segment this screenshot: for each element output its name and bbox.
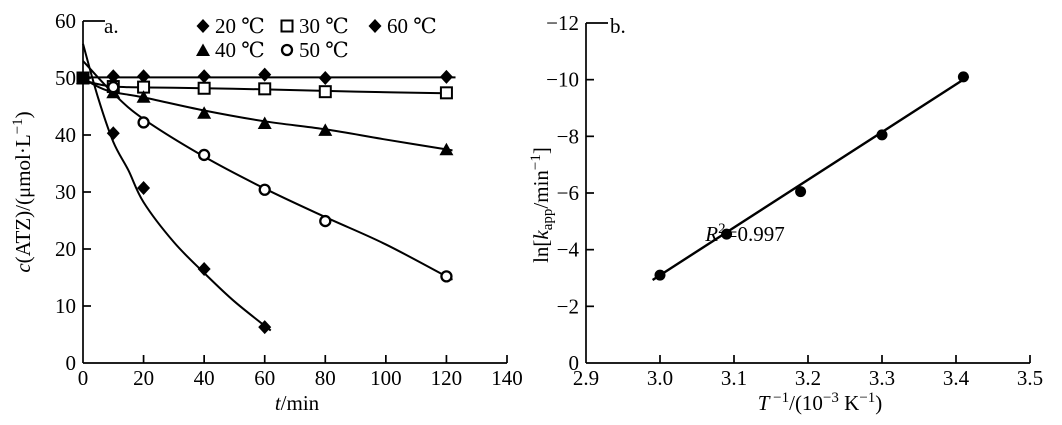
data-point-marker [795,186,807,198]
data-point-marker [439,69,453,84]
x-tick-label: 20 [133,366,154,390]
panel-a-tick-labels: 0 10 20 30 40 50 60 0 20 40 60 80 100 120 140 [55,9,523,390]
legend-label: 30 ℃ [299,14,349,38]
legend-marker-square-open-icon [280,19,294,33]
legend-item-60c: 60 ℃ [368,14,437,38]
legend-item-50c: 50 ℃ [280,38,349,62]
data-point-marker [258,320,272,335]
y-axis-label: ln[kapp/min−1] [528,147,556,263]
y-tick-label: −2 [557,294,579,318]
data-point-marker [318,123,333,136]
y-tick-label: −6 [557,181,579,205]
panel-b-axes [585,22,1031,364]
y-tick-label: −10 [546,68,579,92]
data-point-marker [106,69,120,84]
data-point-marker [439,142,454,156]
data-point-marker [197,261,211,276]
y-tick-label: −8 [557,124,579,148]
data-point-marker [107,80,120,94]
y-tick-label: −4 [557,238,580,262]
x-tick-label: 3.2 [795,366,821,390]
y-tick-label: 50 [55,66,76,90]
data-point-marker [197,81,211,95]
x-tick-label: 0 [78,366,89,390]
data-point-marker [721,228,733,240]
x-tick-label: 80 [315,366,336,390]
fit-curve-60c [82,43,272,332]
panel-a-axes [82,20,508,364]
legend-marker-triangle-filled-icon [196,43,210,56]
data-point-marker [197,106,212,119]
y-tick-label: 60 [55,9,76,33]
data-point-marker [137,116,150,129]
y-tick-label: 20 [55,237,76,261]
y-tick-label: 30 [55,180,76,204]
data-point-marker [319,214,332,228]
panel-b-tick-labels: 0 −2 −4 −6 −8 −10 −12 2.9 3.0 3.1 3.2 3.3 3.4 3.5 [546,11,1043,390]
x-tick-label: 100 [370,366,402,390]
data-point-marker [197,148,211,162]
fit-line [651,75,970,281]
legend-item-40c: 40 ℃ [196,38,265,62]
legend-marker-diamond-filled-icon [368,19,382,33]
x-tick-label: 3.0 [647,366,673,390]
x-tick-label: 120 [431,366,463,390]
y-axis-label: c(ATZ)/(μmol·L−1) [10,111,35,272]
x-tick-label: 40 [194,366,215,390]
data-point-marker [318,85,332,99]
data-point-marker [258,82,272,96]
data-point-marker [137,69,151,84]
data-point-marker [106,126,120,141]
y-tick-label: 0 [66,351,77,375]
fit-curve-50c [82,60,453,281]
x-tick-label: 3.1 [721,366,747,390]
x-tick-label: 3.4 [943,366,970,390]
data-point-marker [257,116,272,130]
series-arrhenius [654,71,969,281]
x-axis-label: T −1/(10−3 K−1) [758,390,883,415]
legend: 20 ℃ 30 ℃ 60 ℃ 40 ℃ 50 ℃ [196,14,437,62]
legend-marker-diamond-filled-icon [196,19,210,33]
data-point-marker [439,86,453,100]
series-60c [76,71,272,335]
data-point-marker [136,90,151,103]
y-tick-label: 10 [55,294,76,318]
x-axis-label: t/min [275,391,320,415]
data-point-marker [258,183,271,196]
y-tick-label: 0 [569,351,580,375]
data-point-marker [76,71,90,85]
data-point-marker [876,129,888,141]
x-tick-label: 60 [254,366,275,390]
legend-item-20c: 20 ℃ [196,14,265,38]
legend-item-30c: 30 ℃ [280,14,349,38]
data-point-marker [318,71,332,85]
y-tick-label: 40 [55,123,76,147]
data-point-marker [137,181,151,196]
data-point-marker [197,69,211,84]
data-point-marker [258,67,272,82]
x-tick-label: 3.5 [1017,366,1043,390]
legend-label: 40 ℃ [215,38,265,62]
x-tick-label: 140 [491,366,523,390]
panel-label-b: b. [610,14,626,38]
y-tick-label: −12 [546,11,579,35]
x-tick-label: 3.3 [869,366,895,390]
data-point-marker [957,71,969,83]
panel-label-a: a. [104,14,119,38]
legend-marker-circle-open-icon [280,43,294,57]
legend-label: 20 ℃ [215,14,265,38]
x-tick-label: 2.9 [573,366,599,390]
data-point-marker [440,270,453,283]
r-squared-annotation: R2=0.997 [704,221,784,246]
legend-label: 60 ℃ [387,14,437,38]
legend-label: 50 ℃ [299,38,349,62]
data-point-marker [654,269,666,281]
